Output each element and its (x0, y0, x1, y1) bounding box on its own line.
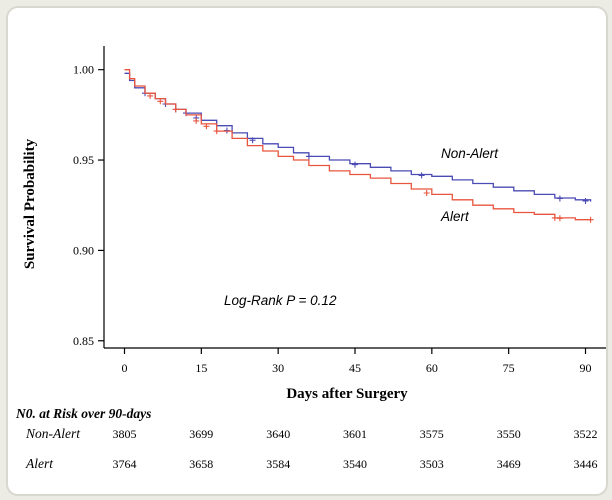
series-label-non-alert: Non-Alert (441, 146, 499, 161)
x-tick-label: 60 (426, 361, 438, 375)
censor-mark-alert (172, 106, 179, 113)
risk-table-title: N0. at Risk over 90-days (16, 406, 152, 421)
risk-count: 3601 (343, 427, 367, 441)
x-tick-label: 75 (503, 361, 515, 375)
censor-mark-alert (213, 128, 220, 135)
x-tick-label: 0 (121, 361, 127, 375)
censor-mark-alert (147, 92, 154, 99)
censor-mark-alert (551, 214, 558, 221)
risk-row-label: Non-Alert (26, 426, 80, 441)
x-tick-label: 45 (349, 361, 361, 375)
curve-alert (124, 69, 591, 221)
series-label-alert: Alert (440, 209, 470, 224)
risk-count: 3550 (496, 427, 521, 441)
risk-count: 3805 (112, 427, 137, 441)
censor-mark-non-alert (249, 137, 256, 144)
risk-count: 3575 (419, 427, 444, 441)
risk-row-label: Alert (26, 456, 53, 471)
risk-count: 3522 (573, 427, 598, 441)
risk-count: 3658 (189, 457, 214, 471)
risk-count: 3503 (419, 457, 444, 471)
survival-chart: Survival Probability Days after Surgery … (22, 46, 606, 402)
censor-mark-non-alert (418, 172, 425, 179)
x-tick-label: 90 (580, 361, 592, 375)
risk-count: 3446 (573, 457, 598, 471)
y-tick-label: 1.00 (73, 63, 94, 77)
curve-non-alert (124, 72, 592, 202)
censor-mark-alert (587, 216, 594, 223)
censor-mark-alert (157, 98, 164, 105)
censor-mark-non-alert (556, 195, 563, 202)
censor-mark-alert (556, 215, 563, 222)
risk-count: 3584 (266, 457, 291, 471)
x-tick-label: 15 (195, 361, 207, 375)
y-axis-label: Survival Probability (22, 138, 38, 269)
y-tick-label: 0.90 (73, 243, 94, 257)
risk-count: 3469 (496, 457, 521, 471)
x-axis-label: Days after Surgery (286, 386, 408, 402)
censor-mark-alert (423, 190, 430, 196)
censor-mark-alert (193, 117, 200, 124)
risk-table: N0. at Risk over 90-days Non-Alert 3805 36… (8, 406, 606, 494)
risk-count: 3540 (343, 457, 367, 471)
risk-count: 3640 (266, 427, 291, 441)
y-tick-label: 0.85 (73, 334, 94, 348)
censor-mark-non-alert (305, 153, 312, 160)
plot-area: 0.85 0.90 0.95 1.00 0 15 30 45 60 75 90 (73, 46, 606, 375)
censor-mark-non-alert (582, 198, 589, 204)
censor-mark-alert (203, 123, 210, 130)
y-tick-label: 0.95 (73, 153, 94, 167)
x-tick-label: 30 (272, 361, 284, 375)
risk-count: 3764 (112, 457, 137, 471)
risk-count: 3699 (189, 427, 214, 441)
log-rank-annotation: Log-Rank P = 0.12 (224, 293, 337, 308)
chart-panel: Survival Probability Days after Surgery … (6, 6, 608, 496)
censor-mark-non-alert (352, 161, 358, 168)
